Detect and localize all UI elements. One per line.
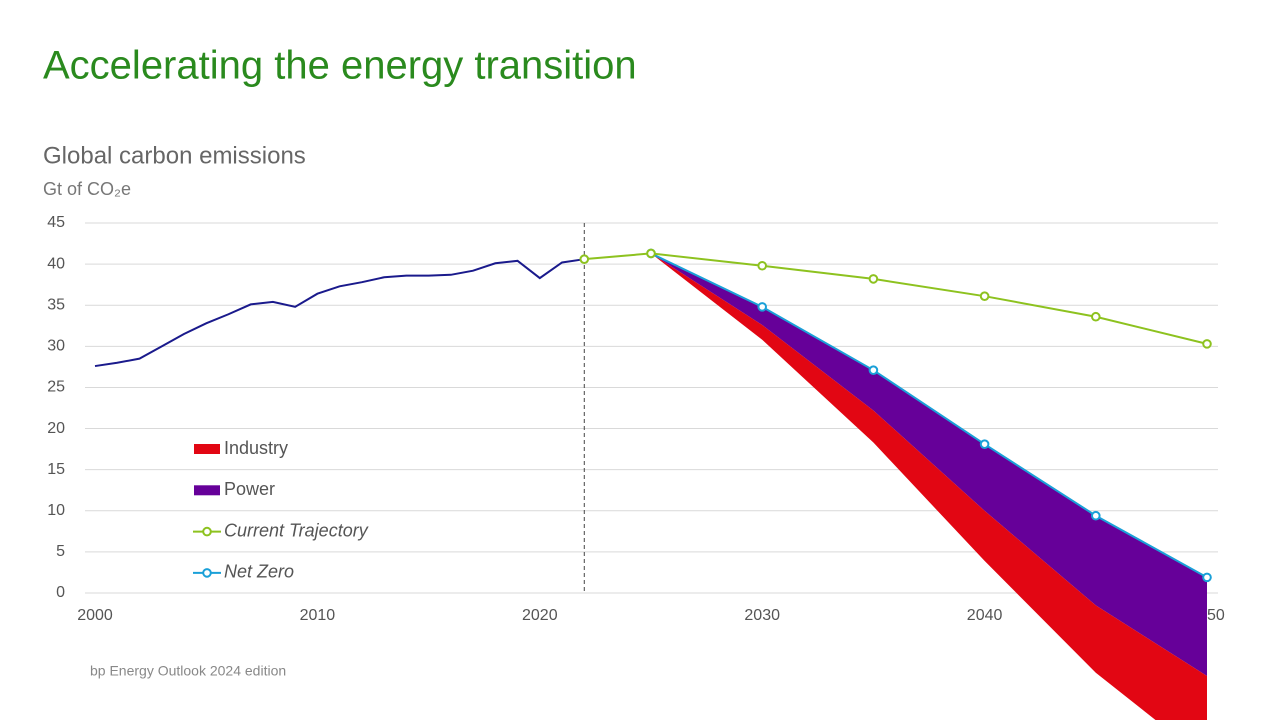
y-tick-label: 35 bbox=[47, 296, 65, 313]
marker bbox=[1202, 572, 1212, 583]
legend-label: Industry bbox=[224, 438, 288, 458]
legend-swatch bbox=[194, 485, 220, 496]
x-tick-label: 2030 bbox=[744, 607, 780, 624]
line bbox=[650, 252, 1208, 579]
area-industry bbox=[651, 253, 1207, 725]
line bbox=[94, 258, 585, 368]
marker bbox=[1091, 311, 1101, 322]
legend-marker bbox=[202, 526, 212, 537]
y-tick-label: 45 bbox=[47, 214, 65, 231]
legend-label: Current Trajectory bbox=[224, 520, 369, 540]
marker bbox=[757, 302, 768, 312]
marker bbox=[868, 274, 879, 284]
marker bbox=[579, 254, 590, 264]
legend: Industry Power Current Trajectory Net Zero bbox=[193, 438, 369, 582]
marker bbox=[646, 248, 656, 259]
x-tick-label: 2000 bbox=[77, 607, 113, 624]
marker bbox=[1202, 339, 1212, 349]
chart-title: Accelerating the energy transition bbox=[43, 44, 637, 88]
legend-label: Net Zero bbox=[224, 562, 294, 582]
legend-swatch bbox=[194, 444, 220, 454]
y-tick-label: 0 bbox=[56, 584, 65, 601]
marker bbox=[979, 439, 990, 449]
legend-label: Power bbox=[224, 479, 275, 499]
x-tick-label: 2010 bbox=[300, 607, 336, 624]
marker bbox=[757, 260, 768, 271]
area-power bbox=[651, 253, 1207, 677]
plot bbox=[94, 248, 1212, 725]
x-tick-label: 2020 bbox=[522, 607, 558, 624]
y-tick-label: 25 bbox=[47, 379, 65, 396]
marker bbox=[1091, 510, 1101, 521]
y-axis-label: Gt of CO₂e bbox=[43, 179, 131, 199]
y-tick-label: 5 bbox=[56, 543, 65, 560]
grid: 0510152025303540452000201020202030204020… bbox=[47, 214, 1225, 624]
legend-marker bbox=[202, 568, 212, 578]
chart-subtitle: Global carbon emissions bbox=[43, 142, 306, 169]
marker bbox=[868, 365, 879, 375]
y-tick-label: 20 bbox=[47, 420, 65, 437]
x-tick-label: 2040 bbox=[967, 607, 1003, 624]
y-tick-label: 15 bbox=[47, 461, 65, 478]
marker bbox=[979, 291, 990, 301]
y-tick-label: 10 bbox=[47, 502, 65, 519]
y-tick-label: 40 bbox=[47, 255, 65, 272]
y-tick-label: 30 bbox=[47, 338, 65, 355]
source-note: bp Energy Outlook 2024 edition bbox=[90, 663, 286, 679]
